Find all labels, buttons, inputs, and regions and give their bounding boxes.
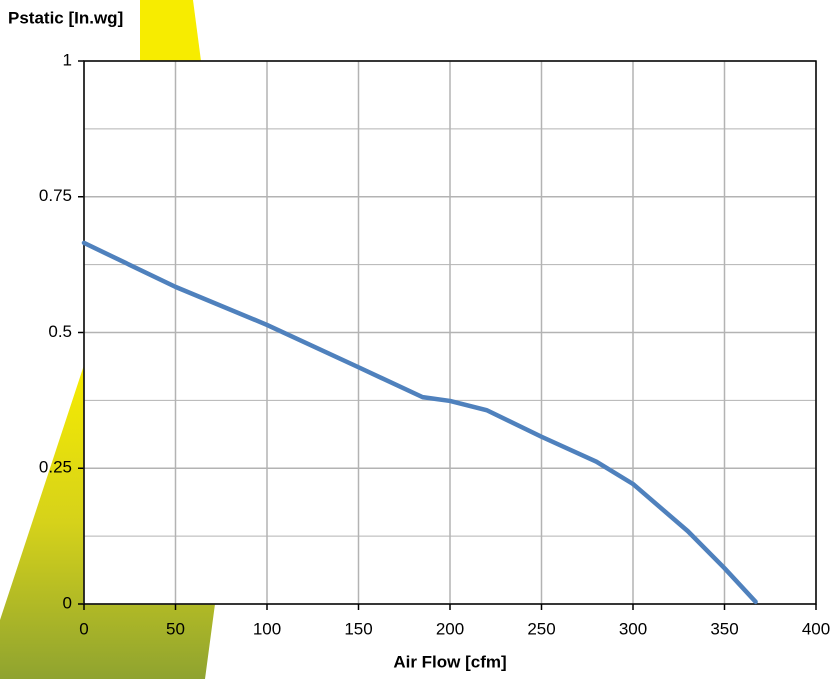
y-tick-label: 0 xyxy=(63,593,72,612)
x-tick-label: 150 xyxy=(344,619,372,638)
plot-frame xyxy=(83,60,817,605)
x-tick-label: 300 xyxy=(619,619,647,638)
data-line xyxy=(81,240,758,605)
y-tick-label: 0.5 xyxy=(48,322,72,341)
x-tick-label: 0 xyxy=(79,619,88,638)
decor-band xyxy=(0,365,215,679)
x-tick-label: 350 xyxy=(710,619,738,638)
y-tick-label: 0.25 xyxy=(39,458,72,477)
y-tick-label: 0.75 xyxy=(39,186,72,205)
y-tick-label: 1 xyxy=(63,50,72,69)
x-tick-label: 100 xyxy=(253,619,281,638)
x-tick-label: 400 xyxy=(802,619,830,638)
decor-band xyxy=(140,0,201,61)
x-tick-label: 200 xyxy=(436,619,464,638)
y-axis-title: Pstatic [In.wg] xyxy=(8,8,123,27)
x-tick-label: 250 xyxy=(527,619,555,638)
x-tick-label: 50 xyxy=(166,619,185,638)
x-axis-title: Air Flow [cfm] xyxy=(393,652,506,671)
